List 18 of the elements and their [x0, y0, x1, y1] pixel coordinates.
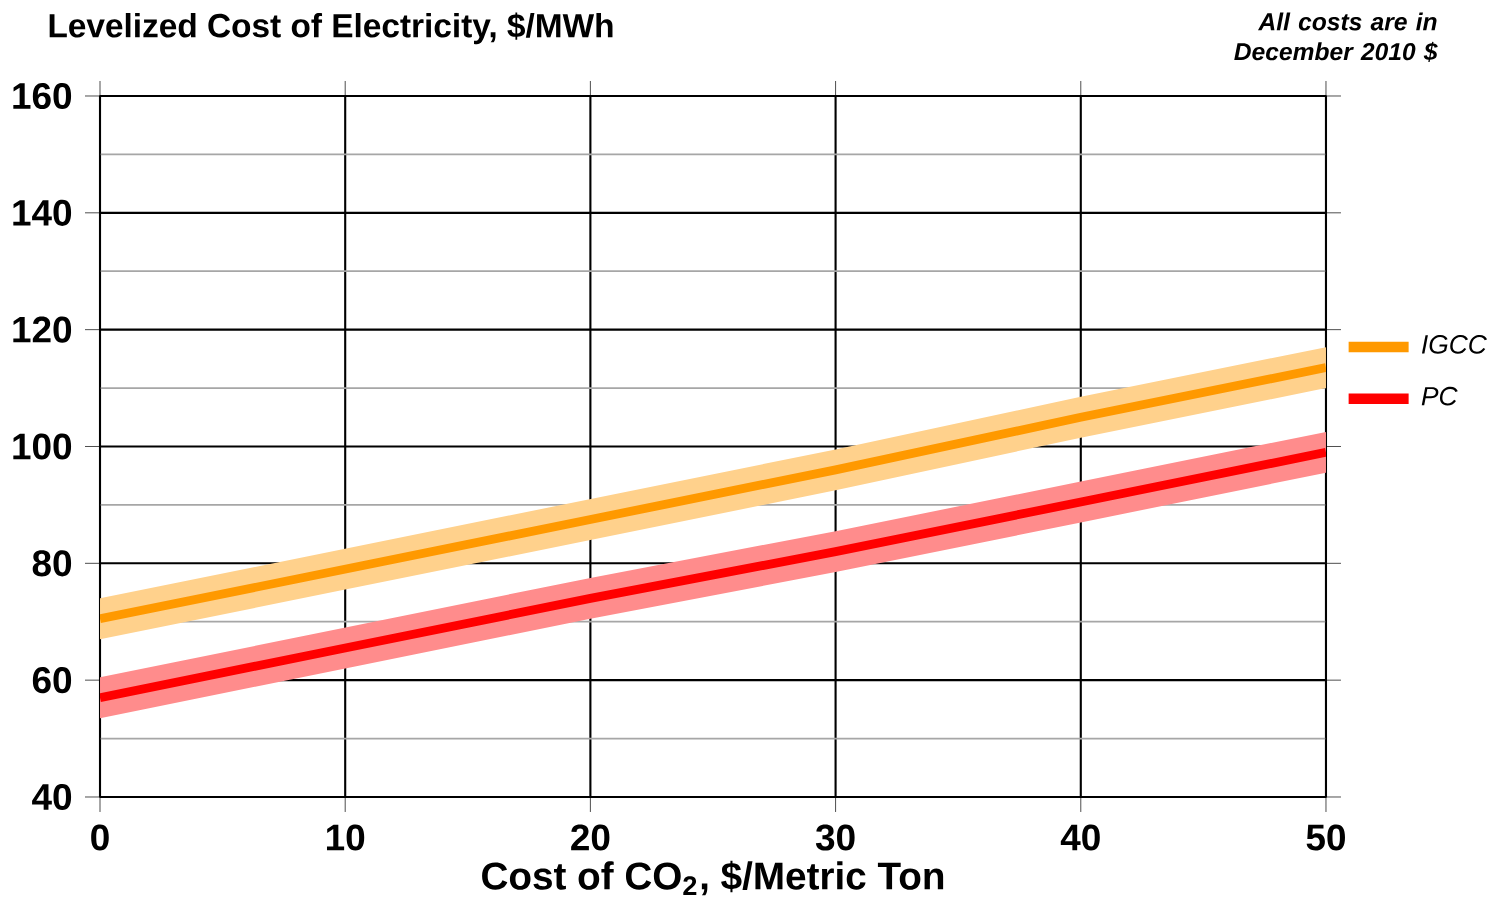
legend-label: IGCC: [1421, 335, 1487, 354]
x-axis-title: Cost of CO$_{2}$, $/Metric Ton: [482, 860, 944, 896]
y-tick-label: 40: [32, 783, 72, 811]
text: All costs are in December 2010 $: [1234, 12, 1438, 62]
y-tick-label: 160: [13, 82, 72, 110]
legend-label: PC: [1421, 386, 1458, 406]
x-tick-label: 30: [815, 824, 855, 851]
chart-title: Levelized Cost of Electricity, $/MWh: [49, 12, 613, 45]
y-tick-label: 120: [13, 316, 72, 343]
x-tick-label: 10: [326, 824, 365, 851]
x-tick-label: 0: [91, 824, 109, 851]
y-tick-label: 60: [32, 667, 72, 694]
y-tick-label: 140: [13, 199, 72, 226]
y-tick-label: 100: [13, 433, 72, 460]
x-tick-label: 20: [571, 824, 610, 851]
y-tick-label: 80: [32, 550, 72, 577]
x-tick-label: 50: [1306, 824, 1345, 851]
x-tick-label: 40: [1060, 824, 1100, 851]
